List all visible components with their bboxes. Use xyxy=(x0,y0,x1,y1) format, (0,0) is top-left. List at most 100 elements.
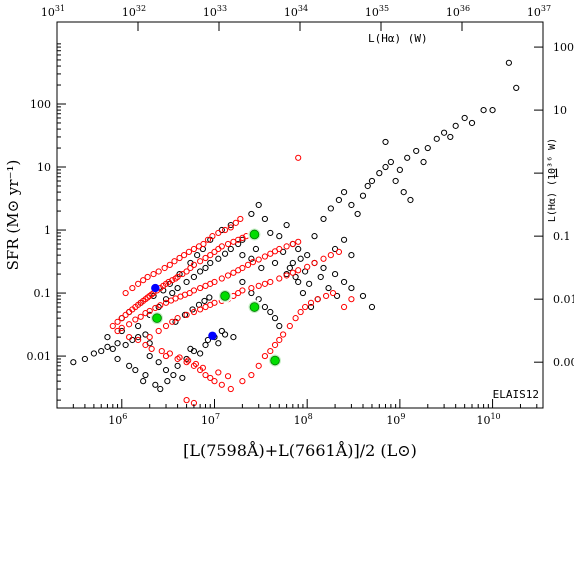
data-point xyxy=(132,366,139,374)
data-point xyxy=(137,313,144,320)
data-point xyxy=(255,362,262,369)
data-point xyxy=(126,362,133,369)
data-point xyxy=(400,188,407,196)
data-point xyxy=(239,234,246,242)
data-point xyxy=(221,331,229,338)
data-point xyxy=(162,299,170,306)
data-point xyxy=(289,259,296,267)
data-point xyxy=(174,315,181,322)
y-tick-label: 10 xyxy=(37,161,51,174)
data-point xyxy=(166,261,173,268)
data-point xyxy=(152,381,159,388)
top-tick-label: 1033 xyxy=(203,4,227,19)
data-point xyxy=(306,280,313,287)
y-tick-label: 0.1 xyxy=(34,287,52,300)
data-point xyxy=(359,292,367,300)
data-point xyxy=(183,359,190,366)
data-point xyxy=(194,252,201,259)
data-point xyxy=(323,292,330,300)
data-point xyxy=(135,336,142,344)
data-point xyxy=(276,336,283,344)
x-tick-label: 109 xyxy=(386,412,405,427)
data-point xyxy=(170,371,177,379)
data-point xyxy=(187,264,194,272)
data-point xyxy=(207,259,214,267)
data-point xyxy=(109,345,116,352)
data-point xyxy=(255,282,262,289)
data-point xyxy=(404,154,411,161)
data-point xyxy=(441,129,448,136)
data-point xyxy=(317,273,324,281)
data-point xyxy=(424,144,431,152)
data-point xyxy=(183,268,190,275)
data-point xyxy=(70,359,77,366)
data-point xyxy=(176,254,183,262)
data-point xyxy=(304,263,311,271)
data-point xyxy=(201,297,208,305)
data-point xyxy=(295,267,302,274)
data-point xyxy=(90,350,97,357)
data-point xyxy=(289,269,296,276)
data-point xyxy=(122,341,129,349)
top-tick-label: 1032 xyxy=(122,4,146,19)
data-point xyxy=(335,196,343,204)
data-point xyxy=(271,259,279,267)
data-point xyxy=(433,135,440,142)
data-point xyxy=(295,238,302,245)
data-point xyxy=(81,355,89,363)
data-point xyxy=(126,321,133,328)
data-point xyxy=(468,119,476,127)
data-point xyxy=(382,138,389,146)
data-point xyxy=(489,106,496,114)
data-point xyxy=(207,374,214,382)
data-point xyxy=(150,292,157,300)
plot-frame xyxy=(56,21,544,409)
data-point-highlight xyxy=(152,313,162,323)
data-point xyxy=(420,158,427,166)
data-point xyxy=(276,322,283,330)
data-point xyxy=(311,259,318,267)
data-point xyxy=(183,397,190,404)
data-point xyxy=(169,289,176,297)
data-point xyxy=(276,275,283,282)
data-point xyxy=(174,362,181,369)
data-point xyxy=(169,318,176,325)
data-point xyxy=(227,221,234,229)
data-point xyxy=(267,278,274,286)
data-point xyxy=(109,322,116,330)
data-point xyxy=(215,340,222,347)
data-point xyxy=(142,341,149,349)
data-point xyxy=(271,341,279,349)
data-point xyxy=(197,306,204,313)
data-point xyxy=(258,264,265,272)
data-point xyxy=(513,84,520,92)
data-point xyxy=(280,248,287,255)
data-point xyxy=(165,278,172,286)
data-point xyxy=(232,219,239,226)
data-point xyxy=(215,245,222,253)
data-point xyxy=(248,210,255,218)
right-tick-label: 10 xyxy=(553,104,567,117)
data-point xyxy=(295,245,302,253)
data-point xyxy=(211,278,218,286)
data-point xyxy=(183,311,190,319)
data-point xyxy=(368,303,376,311)
data-point xyxy=(183,278,190,286)
data-point xyxy=(280,331,287,338)
data-point xyxy=(239,378,246,385)
data-point xyxy=(135,322,142,330)
top-tick-label: 1035 xyxy=(365,4,389,19)
data-point xyxy=(227,245,234,253)
panel-annotation: ELAIS12 xyxy=(493,388,539,401)
data-point xyxy=(407,196,414,204)
right-tick-label: 0.01 xyxy=(553,293,574,306)
data-point xyxy=(302,303,309,311)
data-point xyxy=(161,264,168,272)
data-point xyxy=(197,284,204,292)
data-point xyxy=(187,345,194,352)
data-point xyxy=(202,371,209,379)
data-point xyxy=(261,280,269,287)
data-point xyxy=(129,336,136,344)
data-point xyxy=(202,264,209,272)
top-tick-label: 1034 xyxy=(284,4,308,19)
